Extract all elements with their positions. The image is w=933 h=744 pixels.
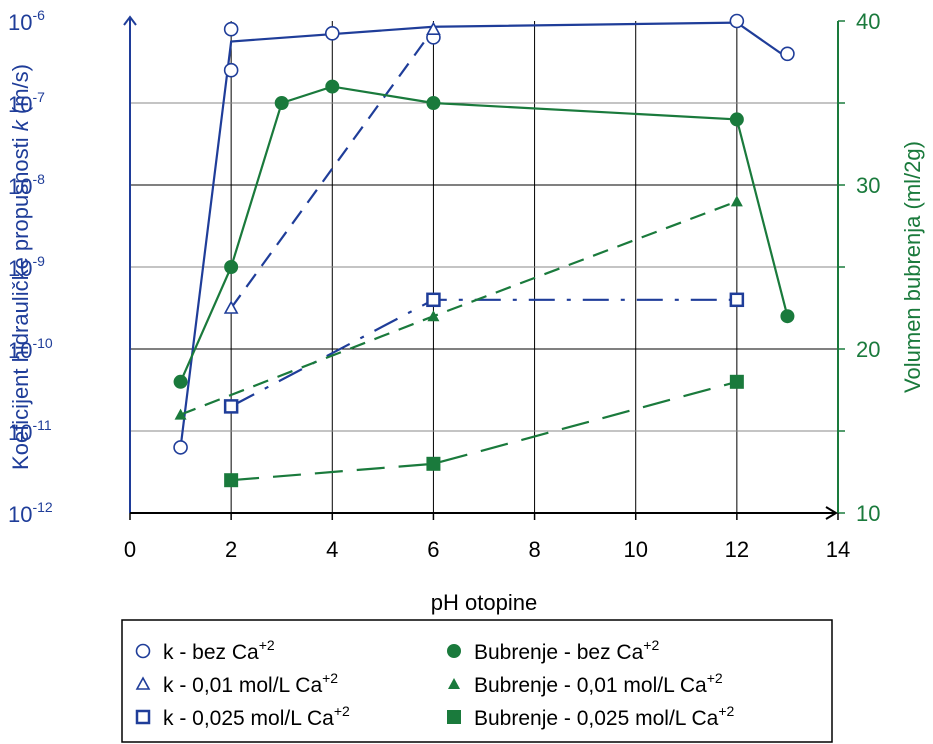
data-point [224,473,239,488]
data-point [325,79,340,94]
x-tick-label: 6 [427,537,439,562]
axis-labels: pH otopine Koeficijent hidrauličke propus… [8,64,925,615]
data-point [426,96,441,110]
data-point [729,292,745,308]
legend-label: k - 0,01 mol/L Ca+2 [163,670,338,697]
legend-label: Bubrenje - bez Ca+2 [474,637,659,664]
data-point [426,456,441,471]
x-tick-label: 14 [826,537,850,562]
y-right-tick-label: 30 [856,173,880,198]
data-point [223,399,239,414]
y-left-tick-label: 10-6 [8,7,45,35]
y-right-tick-label: 40 [856,9,880,34]
series-5 [224,374,744,488]
data-point [223,300,239,314]
data-point [224,260,239,274]
legend: k - bez Ca+2 Bubrenje - bez Ca+2 k - 0,01 … [121,619,833,743]
y-left-tick-label: 10-10 [8,335,53,363]
series-1 [223,21,441,314]
data-point [274,96,289,110]
x-axis-label: pH otopine [431,590,537,615]
legend-label: Bubrenje - 0,01 mol/L Ca+2 [474,670,723,697]
data-point [223,21,239,37]
x-tick-label: 8 [528,537,540,562]
legend-label: k - 0,025 mol/L Ca+2 [163,703,350,730]
gridlines [130,21,838,513]
series-2 [223,292,745,414]
x-tick-label: 2 [225,537,237,562]
axes [123,15,845,520]
legend-marker [448,678,460,689]
series-3 [173,79,795,389]
data-point [174,408,187,420]
data-point [223,62,239,78]
data-point [173,374,188,389]
data-point [729,374,744,389]
data-point [780,309,795,324]
legend-label: Bubrenje - 0,025 mol/L Ca+2 [474,703,735,730]
series-line [180,200,738,416]
series-4 [174,195,743,420]
series-line [230,28,435,309]
y-left-axis-label: Koeficijent hidrauličke propusnosti k (m… [8,64,33,470]
y-right-axis-label: Volumen bubrenja (ml/2g) [900,141,925,393]
x-tick-label: 10 [623,537,647,562]
legend-box [121,619,833,743]
legend-marker [447,710,461,724]
x-axis-arrow [825,506,838,520]
data-point [426,21,441,35]
y-left-tick-label: 10-8 [8,171,45,199]
y-left-tick-label: 10-9 [8,253,45,281]
series-line [230,298,737,408]
data-point [426,292,441,308]
series-line [179,21,789,448]
y-right-tick-label: 20 [856,337,880,362]
data-point [729,13,745,29]
y-right-tick-label: 10 [856,501,880,526]
legend-marker [135,643,151,659]
x-tick-label: 4 [326,537,338,562]
y-left-tick-label: 10-11 [8,417,52,445]
y-left-tick-label: 10-7 [8,89,45,117]
data-point [730,195,743,207]
series-layer [173,13,795,488]
x-tick-label: 0 [124,537,136,562]
y-left-tick-label: 10-12 [8,499,53,527]
legend-marker [135,676,151,690]
legend-marker [447,644,461,658]
data-point [427,310,440,322]
tick-labels: 0 2 4 6 8 10 12 14 10-12 10-11 10-10 10-9 10-8 10-7 10… [8,7,880,562]
data-point [173,440,188,455]
data-point [729,112,744,127]
data-point [324,25,340,41]
left-axis-arrow [123,15,137,26]
series-line [231,380,738,482]
legend-label: k - bez Ca+2 [163,637,275,664]
series-line [179,85,789,383]
data-point [780,46,795,62]
x-tick-label: 12 [725,537,749,562]
legend-marker [135,709,151,725]
